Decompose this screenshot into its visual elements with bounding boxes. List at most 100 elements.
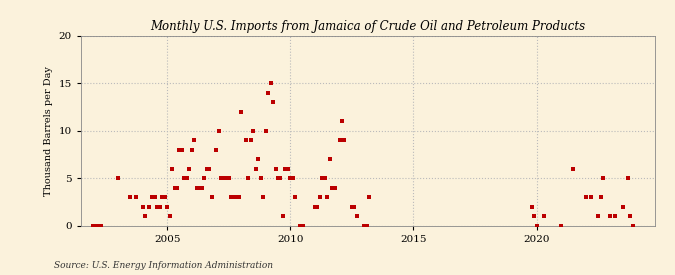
Point: [529, 214, 539, 218]
Point: [618, 204, 628, 209]
Point: [231, 195, 242, 199]
Point: [265, 81, 276, 85]
Point: [169, 185, 180, 190]
Point: [184, 166, 195, 171]
Point: [610, 214, 621, 218]
Point: [352, 214, 362, 218]
Point: [282, 166, 293, 171]
Point: [157, 195, 167, 199]
Point: [196, 185, 207, 190]
Point: [177, 147, 188, 152]
Point: [162, 204, 173, 209]
Point: [216, 176, 227, 180]
Point: [211, 147, 222, 152]
Point: [295, 223, 306, 228]
Point: [174, 147, 185, 152]
Point: [206, 195, 217, 199]
Point: [233, 195, 244, 199]
Point: [349, 204, 360, 209]
Point: [250, 166, 261, 171]
Point: [236, 109, 246, 114]
Point: [228, 195, 239, 199]
Point: [219, 176, 230, 180]
Point: [149, 195, 160, 199]
Point: [131, 195, 142, 199]
Point: [277, 214, 288, 218]
Point: [346, 204, 357, 209]
Point: [147, 195, 158, 199]
Point: [204, 166, 215, 171]
Point: [324, 157, 335, 161]
Point: [113, 176, 124, 180]
Point: [580, 195, 591, 199]
Point: [182, 176, 192, 180]
Point: [255, 176, 266, 180]
Point: [191, 185, 202, 190]
Point: [317, 176, 328, 180]
Point: [88, 223, 99, 228]
Point: [595, 195, 606, 199]
Point: [263, 90, 273, 95]
Point: [189, 138, 200, 142]
Point: [140, 214, 151, 218]
Point: [364, 195, 375, 199]
Point: [226, 195, 237, 199]
Title: Monthly U.S. Imports from Jamaica of Crude Oil and Petroleum Products: Monthly U.S. Imports from Jamaica of Cru…: [151, 20, 585, 33]
Point: [290, 195, 300, 199]
Point: [159, 195, 170, 199]
Point: [268, 100, 279, 104]
Point: [568, 166, 579, 171]
Point: [593, 214, 603, 218]
Point: [285, 176, 296, 180]
Point: [270, 166, 281, 171]
Point: [625, 214, 636, 218]
Point: [221, 176, 232, 180]
Point: [243, 176, 254, 180]
Point: [275, 176, 286, 180]
Point: [526, 204, 537, 209]
Point: [315, 195, 325, 199]
Point: [337, 119, 348, 123]
Point: [125, 195, 136, 199]
Point: [223, 176, 234, 180]
Point: [322, 195, 333, 199]
Point: [288, 176, 298, 180]
Point: [605, 214, 616, 218]
Point: [179, 176, 190, 180]
Point: [253, 157, 264, 161]
Point: [556, 223, 566, 228]
Point: [90, 223, 101, 228]
Point: [319, 176, 330, 180]
Point: [539, 214, 549, 218]
Point: [622, 176, 633, 180]
Point: [261, 128, 271, 133]
Point: [152, 204, 163, 209]
Point: [240, 138, 251, 142]
Point: [258, 195, 269, 199]
Point: [273, 176, 284, 180]
Point: [248, 128, 259, 133]
Point: [95, 223, 106, 228]
Point: [327, 185, 338, 190]
Point: [164, 214, 175, 218]
Point: [310, 204, 321, 209]
Point: [585, 195, 596, 199]
Point: [312, 204, 323, 209]
Point: [155, 204, 165, 209]
Point: [597, 176, 608, 180]
Point: [186, 147, 197, 152]
Point: [297, 223, 308, 228]
Point: [280, 166, 291, 171]
Point: [171, 185, 182, 190]
Point: [167, 166, 178, 171]
Text: Source: U.S. Energy Information Administration: Source: U.S. Energy Information Administ…: [54, 260, 273, 270]
Point: [143, 204, 154, 209]
Point: [213, 128, 224, 133]
Point: [246, 138, 256, 142]
Y-axis label: Thousand Barrels per Day: Thousand Barrels per Day: [44, 66, 53, 196]
Point: [339, 138, 350, 142]
Point: [531, 223, 542, 228]
Point: [361, 223, 372, 228]
Point: [201, 166, 212, 171]
Point: [93, 223, 104, 228]
